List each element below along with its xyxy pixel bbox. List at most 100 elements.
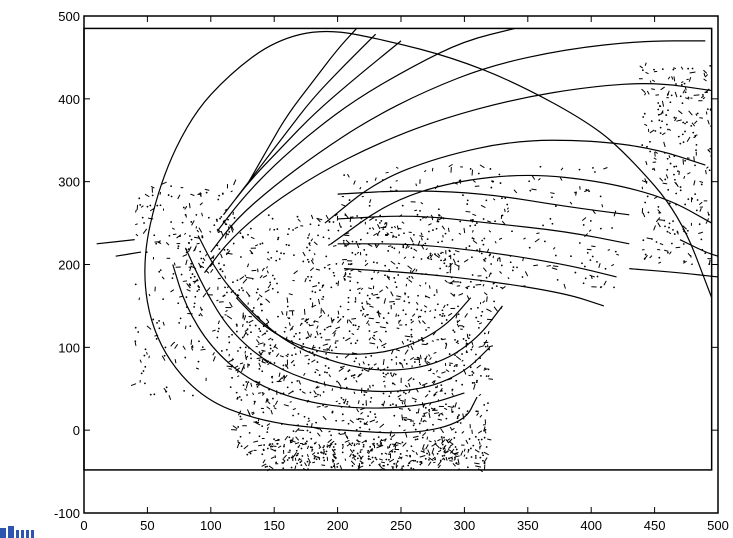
fragment-stroke [309,267,314,272]
fragment-stroke [673,76,676,82]
fragment-dot [286,386,289,389]
fragment-dot [361,302,364,305]
fragment-dot [362,443,365,446]
fragment-stroke [682,225,687,230]
fragment-stroke [144,193,150,198]
fragment-stroke [298,458,302,461]
fragment-stroke [304,354,309,357]
fragment-dot [198,340,200,343]
fragment-dot [237,426,240,428]
fragment-dot [374,413,376,416]
fragment-stroke [447,448,454,453]
fragment-dot [256,383,258,386]
fragment-stroke [700,95,705,99]
fragment-dot [356,339,359,342]
fragment-dot [393,303,396,305]
fragment-stroke [196,229,200,233]
fragment-stroke [417,315,420,319]
fragment-stroke [294,442,300,445]
fragment-dot [249,227,252,230]
fragment-stroke [204,188,210,191]
fragment-dot [258,351,261,354]
fragment-stroke [501,220,506,225]
fragment-dot [481,310,484,313]
fragment-stroke [462,413,465,420]
fragment-stroke [223,219,227,226]
fragment-dot [486,409,488,412]
fragment-dot [391,382,394,385]
fragment-dot [188,235,191,237]
fragment-dot [327,367,330,369]
fragment-stroke [266,423,271,427]
fragment-dot [475,353,477,356]
fragment-dot [424,457,427,460]
fragment-stroke [441,225,446,230]
fragment-stroke [430,214,434,219]
fragment-dot [247,233,249,236]
fragment-dot [241,336,244,339]
fragment-stroke [344,458,347,461]
fragment-dot [296,215,299,218]
fragment-stroke [687,172,691,175]
fragment-dot [389,392,392,394]
fragment-dot [504,197,507,200]
fragment-dot [371,448,374,451]
fragment-stroke [150,186,155,189]
fragment-dot [704,252,707,254]
fragment-stroke [336,462,340,465]
fragment-stroke [284,326,287,329]
fragment-dot [362,445,365,448]
fragment-stroke [375,421,379,423]
fragment-dot [472,372,475,374]
fragment-stroke [436,217,439,223]
fragment-dot [399,361,401,364]
fragment-stroke [440,439,446,444]
fragment-dot [134,283,137,286]
fragment-dot [393,414,396,417]
fragment-stroke [225,250,231,256]
fragment-dot [500,306,503,309]
fragment-dot [521,276,524,278]
fragment-dot [220,216,223,218]
fragment-dot [428,230,430,233]
fragment-stroke [265,397,268,403]
fragment-dot [384,274,386,277]
fragment-dot [412,459,415,462]
fragment-stroke [281,310,284,316]
fragment-dot [311,446,313,449]
fragment-dot [217,327,220,330]
fragment-stroke [451,452,457,456]
fragment-stroke [353,180,356,185]
fragment-dot [435,386,437,389]
fragment-dot [692,131,695,134]
fragment-dot [402,246,405,249]
fragment-dot [385,373,388,376]
fragment-dot [408,275,411,278]
fragment-dot [539,165,542,168]
fragment-stroke [695,113,698,116]
fragment-dot [435,227,438,230]
fragment-dot [408,462,411,464]
fragment-dot [404,392,407,395]
fragment-dot [419,461,422,463]
fragment-dot [453,331,456,333]
fragment-dot [261,370,264,373]
fragment-dot [683,82,686,85]
fragment-dot [276,291,279,294]
fragment-dot [261,425,264,428]
fragment-stroke [474,462,480,465]
fragment-dot [428,458,430,461]
fragment-dot [290,456,293,459]
fragment-dot [384,222,387,224]
fragment-stroke [644,178,648,184]
fragment-stroke [471,341,474,345]
fragment-stroke [248,450,253,454]
fragment-dot [356,281,359,284]
fragment-dot [238,289,241,291]
fragment-dot [315,458,318,461]
fragment-dot [397,390,399,393]
fragment-dot [139,203,142,206]
fragment-dot [266,324,269,327]
fragment-stroke [332,244,337,247]
fragment-stroke [504,208,506,213]
